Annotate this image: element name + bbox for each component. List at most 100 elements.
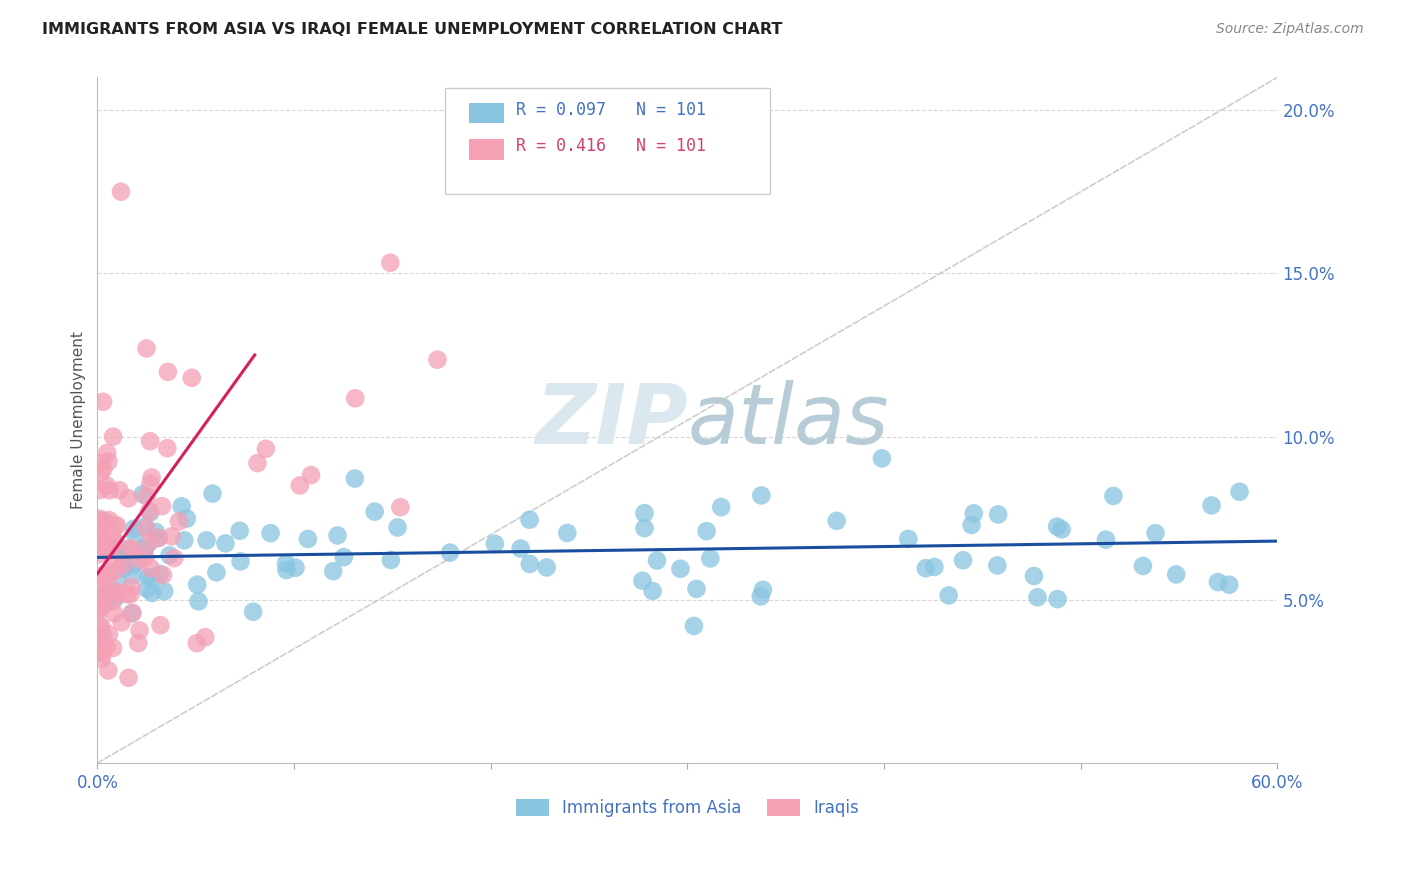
Point <box>111 548 134 562</box>
Point <box>91 628 114 642</box>
Point <box>135 540 157 554</box>
Point <box>89 528 111 542</box>
Point <box>134 541 156 555</box>
Point <box>938 589 960 603</box>
Point <box>669 562 692 576</box>
Point <box>194 630 217 644</box>
Point <box>89 599 111 614</box>
Point <box>90 466 112 480</box>
Point <box>107 575 129 590</box>
Point <box>246 456 269 470</box>
Point <box>259 526 281 541</box>
Point <box>135 342 157 356</box>
Point <box>214 536 236 550</box>
Point <box>90 620 112 634</box>
Point <box>89 547 111 561</box>
Point <box>124 527 146 541</box>
Point <box>101 539 124 553</box>
Point <box>105 518 128 533</box>
Point <box>138 505 160 519</box>
Point <box>91 394 114 409</box>
Point <box>93 514 115 528</box>
Point <box>122 522 145 536</box>
Point <box>111 615 134 630</box>
Point <box>97 544 120 558</box>
Point <box>89 575 111 590</box>
Point <box>134 550 156 565</box>
Point <box>149 566 172 581</box>
Point <box>139 505 162 519</box>
Legend: Immigrants from Asia, Iraqis: Immigrants from Asia, Iraqis <box>509 792 866 823</box>
Point <box>135 489 157 503</box>
Point <box>1095 533 1118 547</box>
Point <box>276 563 298 577</box>
Text: R = 0.097   N = 101: R = 0.097 N = 101 <box>516 101 706 119</box>
Point <box>121 607 143 621</box>
Point <box>89 528 111 542</box>
Point <box>1026 591 1049 605</box>
Point <box>825 514 848 528</box>
Point <box>274 557 297 571</box>
Point <box>89 644 111 658</box>
Point <box>90 456 112 470</box>
Point <box>89 536 111 550</box>
Point <box>141 470 163 484</box>
Point <box>103 533 125 547</box>
Point <box>145 524 167 539</box>
Point <box>96 446 118 460</box>
Point <box>284 560 307 574</box>
Point <box>98 627 121 641</box>
Point <box>141 586 163 600</box>
Point <box>187 594 209 608</box>
Point <box>914 561 936 575</box>
Point <box>104 543 127 558</box>
Point <box>148 531 170 545</box>
Point <box>156 365 179 379</box>
Point <box>1132 558 1154 573</box>
Point <box>98 483 121 498</box>
Point <box>322 564 344 578</box>
Point <box>509 541 531 556</box>
Point <box>180 371 202 385</box>
Point <box>105 590 128 604</box>
Point <box>159 549 181 563</box>
Point <box>135 521 157 535</box>
Point <box>112 561 135 575</box>
Point <box>897 532 920 546</box>
Point <box>1229 484 1251 499</box>
Point <box>108 483 131 498</box>
Point <box>963 507 986 521</box>
Point <box>1102 489 1125 503</box>
Point <box>121 606 143 620</box>
Point <box>89 569 111 583</box>
Point <box>952 553 974 567</box>
Point <box>136 582 159 596</box>
Point <box>101 539 124 553</box>
Point <box>104 519 127 533</box>
Point <box>120 541 142 555</box>
Point <box>380 553 402 567</box>
Point <box>149 618 172 632</box>
Point <box>138 570 160 584</box>
Point <box>132 487 155 501</box>
Point <box>1206 575 1229 590</box>
Point <box>97 573 120 587</box>
FancyBboxPatch shape <box>446 87 770 194</box>
Point <box>343 471 366 485</box>
Point <box>484 537 506 551</box>
Point <box>1046 592 1069 607</box>
Point <box>344 391 367 405</box>
Point <box>242 605 264 619</box>
Point <box>97 664 120 678</box>
Point <box>93 568 115 582</box>
Point <box>170 500 193 514</box>
Point <box>186 577 208 591</box>
Text: IMMIGRANTS FROM ASIA VS IRAQI FEMALE UNEMPLOYMENT CORRELATION CHART: IMMIGRANTS FROM ASIA VS IRAQI FEMALE UNE… <box>42 22 783 37</box>
Point <box>254 442 277 456</box>
Point <box>641 584 664 599</box>
Point <box>201 486 224 500</box>
Point <box>96 478 118 492</box>
Point <box>195 533 218 548</box>
Text: Source: ZipAtlas.com: Source: ZipAtlas.com <box>1216 22 1364 37</box>
Point <box>98 513 121 527</box>
